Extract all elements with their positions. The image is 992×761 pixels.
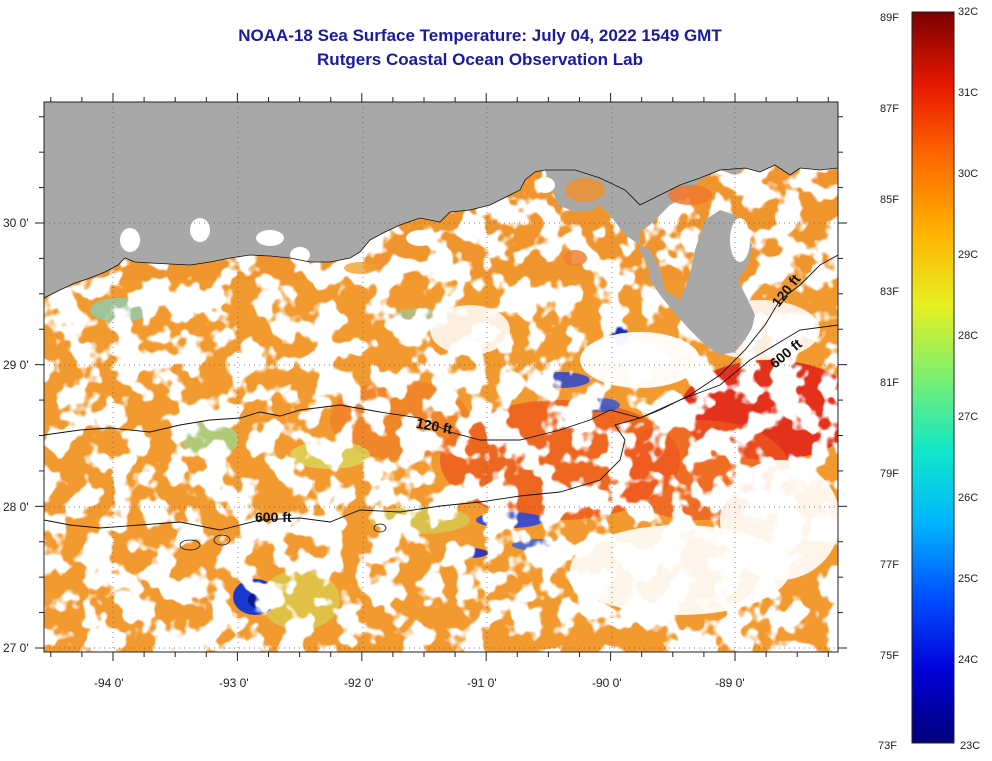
x-tick-label: -94 0': [94, 676, 124, 690]
colorbar-label-c: 31C: [958, 87, 979, 99]
y-tick-label: 28 0': [3, 500, 29, 514]
colorbar-label-f: 75F: [880, 650, 899, 662]
x-tick-label: -92 0': [344, 676, 374, 690]
colorbar-label-f: 73F: [878, 740, 897, 752]
graticule: [44, 102, 838, 652]
x-tick-label: -91 0': [467, 676, 497, 690]
colorbar-label-f: 87F: [880, 103, 899, 115]
colorbar-label-f: 83F: [880, 286, 899, 298]
map-title: NOAA-18 Sea Surface Temperature: July 04…: [238, 26, 722, 45]
contour-120ft: [44, 254, 838, 441]
colorbar-label-c: 27C: [958, 411, 979, 423]
colorbar-label-c: 26C: [958, 492, 979, 504]
x-tick-label: -90 0': [592, 676, 622, 690]
land-mass: [44, 102, 838, 355]
map-subtitle: Rutgers Coastal Ocean Observation Lab: [317, 50, 643, 69]
contour-label: 600 ft: [255, 509, 292, 525]
colorbar-label-c: 25C: [958, 573, 979, 585]
y-tick-label: 27 0': [3, 641, 29, 655]
colorbar-label-c: 23C: [960, 740, 981, 752]
colorbar-label-f: 89F: [880, 12, 899, 24]
y-tick-label: 29 0': [3, 358, 29, 372]
contour-label: 120 ft: [415, 415, 454, 437]
frame-ticks: [35, 93, 847, 661]
colorbar-label-c: 28C: [958, 330, 979, 342]
colorbar-label-c: 24C: [958, 654, 979, 666]
lake: [120, 228, 140, 252]
colorbar-label-f: 77F: [880, 559, 899, 571]
y-tick-label: 30 0': [3, 216, 29, 230]
colorbar-label-f: 85F: [880, 194, 899, 206]
map-frame: [43, 101, 839, 653]
sst-field: 120 ft 600 ft 120 ft 600 ft: [44, 102, 838, 652]
x-tick-label: -89 0': [715, 676, 745, 690]
contour-600ft: [44, 324, 838, 531]
colorbar-label-f: 79F: [880, 468, 899, 480]
colorbar-label-f: 81F: [880, 377, 899, 389]
colorbar-label-c: 30C: [958, 168, 979, 180]
colorbar-label-c: 29C: [958, 249, 979, 261]
x-tick-label: -93 0': [219, 676, 249, 690]
colorbar-label-c: 32C: [958, 6, 979, 18]
colorbar: [911, 11, 955, 744]
